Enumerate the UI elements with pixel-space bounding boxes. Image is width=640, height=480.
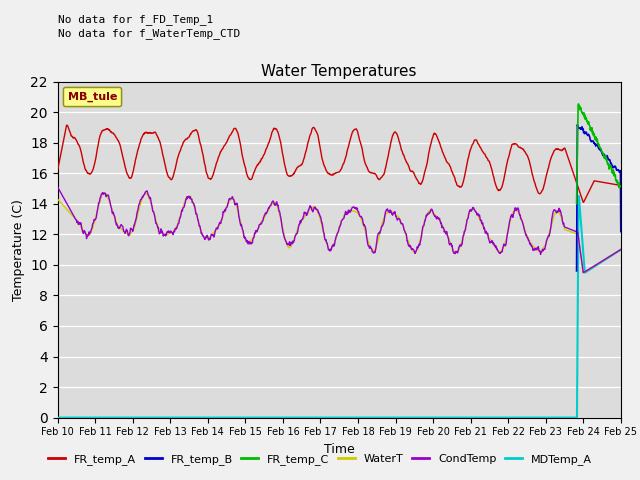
WaterT [500,242,508,248]
CondTemp [617,247,625,252]
MDTemp_A [242,415,250,420]
CondTemp [179,205,187,211]
WaterT [166,230,173,236]
Y-axis label: Temperature (C): Temperature (C) [12,199,24,300]
WaterT [243,238,250,244]
Title: Water Temperatures: Water Temperatures [262,64,417,79]
MDTemp_A [179,415,187,420]
FR_temp_B [617,228,625,234]
FR_temp_A [179,140,187,145]
WaterT [550,212,558,218]
CondTemp [54,184,61,190]
MDTemp_A [617,247,625,252]
WaterT [427,207,435,213]
MDTemp_A [550,415,557,420]
X-axis label: Time: Time [324,443,355,456]
WaterT [617,247,625,252]
FR_temp_A [63,122,70,128]
CondTemp [500,241,508,247]
Legend: FR_temp_A, FR_temp_B, FR_temp_C, WaterT, CondTemp, MDTemp_A: FR_temp_A, FR_temp_B, FR_temp_C, WaterT,… [44,450,596,469]
FR_temp_A [166,175,173,180]
FR_temp_A [579,199,587,205]
Line: FR_temp_C: FR_temp_C [577,104,621,204]
MDTemp_A [165,415,173,420]
FR_temp_A [427,141,435,147]
FR_temp_A [243,169,250,175]
CondTemp [579,270,587,276]
MDTemp_A [427,415,435,420]
Line: CondTemp: CondTemp [58,187,621,273]
WaterT [179,204,187,209]
MDTemp_A [575,193,582,199]
Legend: MB_tule: MB_tule [63,87,122,106]
Text: No data for f_WaterTemp_CTD: No data for f_WaterTemp_CTD [58,28,240,39]
Line: WaterT: WaterT [58,193,621,273]
CondTemp [242,236,250,242]
FR_temp_A [54,168,61,173]
WaterT [54,196,61,202]
Text: No data for f_FD_Temp_1: No data for f_FD_Temp_1 [58,13,213,24]
WaterT [100,190,108,196]
MDTemp_A [500,415,508,420]
CondTemp [550,207,557,213]
Line: FR_temp_A: FR_temp_A [58,125,621,202]
FR_temp_A [550,148,558,154]
FR_temp_C [617,183,625,189]
CondTemp [165,229,173,235]
CondTemp [427,208,435,214]
Line: MDTemp_A: MDTemp_A [58,196,621,418]
WaterT [579,270,587,276]
MDTemp_A [54,415,61,420]
Line: FR_temp_B: FR_temp_B [577,125,621,271]
FR_temp_A [500,172,508,178]
FR_temp_A [617,182,625,188]
